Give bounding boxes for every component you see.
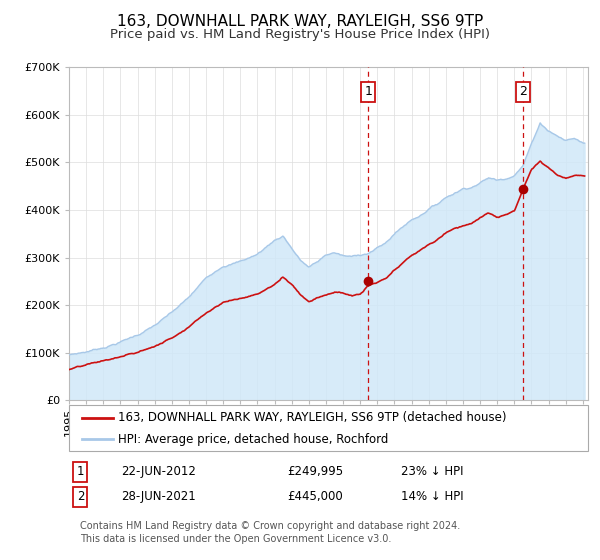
Text: 1: 1 <box>77 465 84 478</box>
FancyBboxPatch shape <box>69 405 588 451</box>
Text: Price paid vs. HM Land Registry's House Price Index (HPI): Price paid vs. HM Land Registry's House … <box>110 28 490 41</box>
Text: HPI: Average price, detached house, Rochford: HPI: Average price, detached house, Roch… <box>118 433 389 446</box>
Text: Contains HM Land Registry data © Crown copyright and database right 2024.
This d: Contains HM Land Registry data © Crown c… <box>80 521 461 544</box>
Text: 1: 1 <box>364 86 372 99</box>
Text: 23% ↓ HPI: 23% ↓ HPI <box>401 465 464 478</box>
Text: 28-JUN-2021: 28-JUN-2021 <box>121 491 196 503</box>
Text: 163, DOWNHALL PARK WAY, RAYLEIGH, SS6 9TP: 163, DOWNHALL PARK WAY, RAYLEIGH, SS6 9T… <box>117 14 483 29</box>
Text: 14% ↓ HPI: 14% ↓ HPI <box>401 491 464 503</box>
Text: 163, DOWNHALL PARK WAY, RAYLEIGH, SS6 9TP (detached house): 163, DOWNHALL PARK WAY, RAYLEIGH, SS6 9T… <box>118 411 507 424</box>
Text: 2: 2 <box>77 491 84 503</box>
Text: £249,995: £249,995 <box>287 465 343 478</box>
Text: 22-JUN-2012: 22-JUN-2012 <box>121 465 196 478</box>
Text: £445,000: £445,000 <box>287 491 343 503</box>
Text: 2: 2 <box>518 86 527 99</box>
